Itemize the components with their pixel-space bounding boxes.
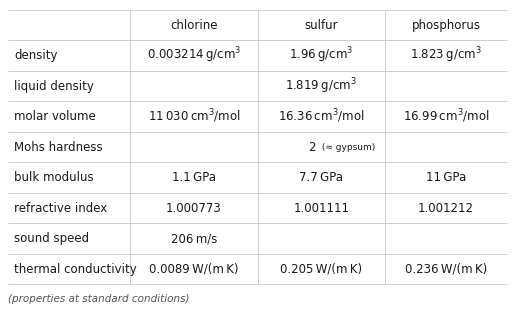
Text: 206 m/s: 206 m/s	[170, 232, 217, 245]
Text: 0.0089 W/(m K): 0.0089 W/(m K)	[149, 263, 238, 276]
Text: 1.001111: 1.001111	[293, 202, 349, 215]
Text: sound speed: sound speed	[14, 232, 89, 245]
Text: 0.205 W/(m K): 0.205 W/(m K)	[280, 263, 362, 276]
Text: thermal conductivity: thermal conductivity	[14, 263, 136, 276]
Text: 0.236 W/(m K): 0.236 W/(m K)	[405, 263, 487, 276]
Text: phosphorus: phosphorus	[411, 19, 480, 32]
Text: 1.1 GPa: 1.1 GPa	[172, 171, 216, 184]
Text: Mohs hardness: Mohs hardness	[14, 141, 102, 154]
Text: 16.36 cm$^3$/mol: 16.36 cm$^3$/mol	[278, 108, 365, 126]
Text: refractive index: refractive index	[14, 202, 107, 215]
Text: 11 GPa: 11 GPa	[426, 171, 466, 184]
Text: 0.003214 g/cm$^3$: 0.003214 g/cm$^3$	[147, 46, 241, 65]
Text: density: density	[14, 49, 57, 62]
Text: 11 030 cm$^3$/mol: 11 030 cm$^3$/mol	[148, 108, 240, 126]
Text: (properties at standard conditions): (properties at standard conditions)	[8, 294, 189, 304]
Text: liquid density: liquid density	[14, 79, 94, 93]
Text: 1.96 g/cm$^3$: 1.96 g/cm$^3$	[289, 46, 353, 65]
Text: 1.000773: 1.000773	[166, 202, 221, 215]
Text: chlorine: chlorine	[170, 19, 217, 32]
Text: 1.819 g/cm$^3$: 1.819 g/cm$^3$	[285, 76, 357, 96]
Text: bulk modulus: bulk modulus	[14, 171, 94, 184]
Text: 1.001212: 1.001212	[418, 202, 474, 215]
Text: 7.7 GPa: 7.7 GPa	[299, 171, 343, 184]
Text: molar volume: molar volume	[14, 110, 96, 123]
Text: (≈ gypsum): (≈ gypsum)	[319, 143, 375, 152]
Text: 2: 2	[308, 141, 316, 154]
Text: sulfur: sulfur	[304, 19, 338, 32]
Text: 16.99 cm$^3$/mol: 16.99 cm$^3$/mol	[403, 108, 489, 126]
Text: 1.823 g/cm$^3$: 1.823 g/cm$^3$	[410, 46, 482, 65]
